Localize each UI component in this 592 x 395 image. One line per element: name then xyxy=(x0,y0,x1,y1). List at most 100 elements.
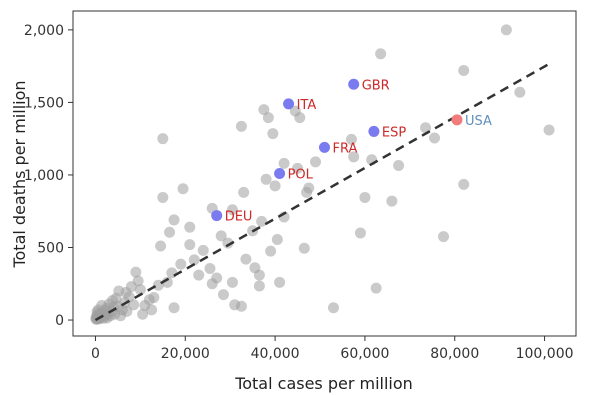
data-point xyxy=(188,254,200,266)
data-point xyxy=(253,280,265,292)
data-point xyxy=(204,263,216,275)
highlight-point-fra xyxy=(319,141,330,153)
data-point xyxy=(514,86,526,98)
data-point xyxy=(262,112,274,124)
highlight-point-usa xyxy=(451,114,463,126)
data-point xyxy=(175,258,187,270)
data-point xyxy=(134,284,146,296)
data-point xyxy=(256,215,268,227)
data-point xyxy=(164,226,176,238)
data-point xyxy=(327,302,339,314)
x-tick-label: 40,000 xyxy=(251,346,300,362)
country-label-gbr: GBR xyxy=(362,78,390,93)
data-point xyxy=(458,64,470,76)
country-label-pol: POL xyxy=(288,168,314,183)
data-point xyxy=(217,289,229,301)
data-point xyxy=(157,191,169,203)
data-point xyxy=(543,124,555,136)
data-point xyxy=(226,276,238,288)
data-point xyxy=(235,120,247,132)
data-point xyxy=(168,214,180,226)
highlighted-points-layer: ITA GBR ESP FRA POL DEU USA xyxy=(211,78,492,225)
data-point xyxy=(235,300,247,312)
data-point xyxy=(310,156,322,168)
data-point xyxy=(120,286,132,298)
data-point xyxy=(370,282,382,294)
data-point xyxy=(298,242,310,254)
data-point xyxy=(146,304,158,316)
data-point xyxy=(168,302,180,314)
data-point xyxy=(177,183,189,195)
data-point xyxy=(226,204,238,216)
data-point xyxy=(157,133,169,145)
plot-frame xyxy=(72,10,577,337)
data-point xyxy=(359,191,371,203)
trend-line-layer xyxy=(94,62,550,322)
data-point xyxy=(130,266,142,278)
highlight-point-esp xyxy=(368,125,380,137)
highlight-point-pol xyxy=(274,168,286,179)
data-point xyxy=(267,128,279,140)
data-point xyxy=(354,227,366,239)
data-point xyxy=(155,240,167,252)
data-point xyxy=(137,308,149,320)
data-point xyxy=(375,48,387,60)
x-tick-label: 20,000 xyxy=(161,346,210,362)
country-label-ita: ITA xyxy=(297,98,317,113)
data-point xyxy=(438,231,450,243)
data-point xyxy=(345,133,357,145)
country-label-usa: USA xyxy=(465,114,492,129)
data-point xyxy=(238,186,250,198)
data-point xyxy=(161,276,173,288)
y-axis-ticks: 0 500 1,000 1,500 2,000 xyxy=(24,23,73,329)
data-point xyxy=(193,269,205,281)
data-point xyxy=(128,299,140,311)
x-axis-title: Total cases per million xyxy=(234,374,413,393)
highlight-point-gbr xyxy=(348,78,360,90)
y-tick-label: 1,000 xyxy=(24,168,64,184)
data-point xyxy=(458,178,470,190)
data-point xyxy=(386,195,398,207)
data-point xyxy=(420,122,432,134)
data-point xyxy=(184,239,196,251)
data-point xyxy=(271,234,283,246)
data-point xyxy=(500,24,512,36)
y-axis-title: Total deaths per million xyxy=(10,80,29,268)
y-tick-label: 1,500 xyxy=(24,95,64,111)
data-point xyxy=(294,112,306,124)
data-point xyxy=(278,157,290,169)
data-point xyxy=(222,237,234,249)
data-point xyxy=(143,294,155,306)
background-points-layer xyxy=(90,24,555,325)
data-point xyxy=(301,186,313,198)
data-point xyxy=(253,269,265,281)
x-tick-label: 100,000 xyxy=(516,346,574,362)
x-axis-ticks: 0 20,000 40,000 60,000 80,000 100,000 xyxy=(91,336,574,362)
country-label-fra: FRA xyxy=(333,141,358,156)
data-point xyxy=(348,151,360,163)
data-point xyxy=(260,173,272,185)
data-point xyxy=(240,253,252,265)
data-point xyxy=(184,221,196,233)
data-point xyxy=(274,276,286,288)
data-point xyxy=(206,278,218,290)
data-point xyxy=(215,230,227,242)
trend-line xyxy=(94,62,550,322)
data-point xyxy=(292,162,304,174)
data-point xyxy=(429,132,441,144)
y-tick-label: 500 xyxy=(37,240,64,256)
data-point xyxy=(258,104,270,116)
data-point xyxy=(166,267,178,279)
data-point xyxy=(393,160,405,172)
x-tick-label: 60,000 xyxy=(340,346,389,362)
country-label-esp: ESP xyxy=(382,125,406,140)
y-tick-label: 0 xyxy=(55,313,64,329)
x-tick-label: 80,000 xyxy=(430,346,479,362)
data-point xyxy=(197,244,209,256)
x-tick-label: 0 xyxy=(91,346,100,362)
highlight-point-ita xyxy=(283,98,295,110)
highlight-point-deu xyxy=(211,210,223,222)
data-point xyxy=(269,180,281,192)
